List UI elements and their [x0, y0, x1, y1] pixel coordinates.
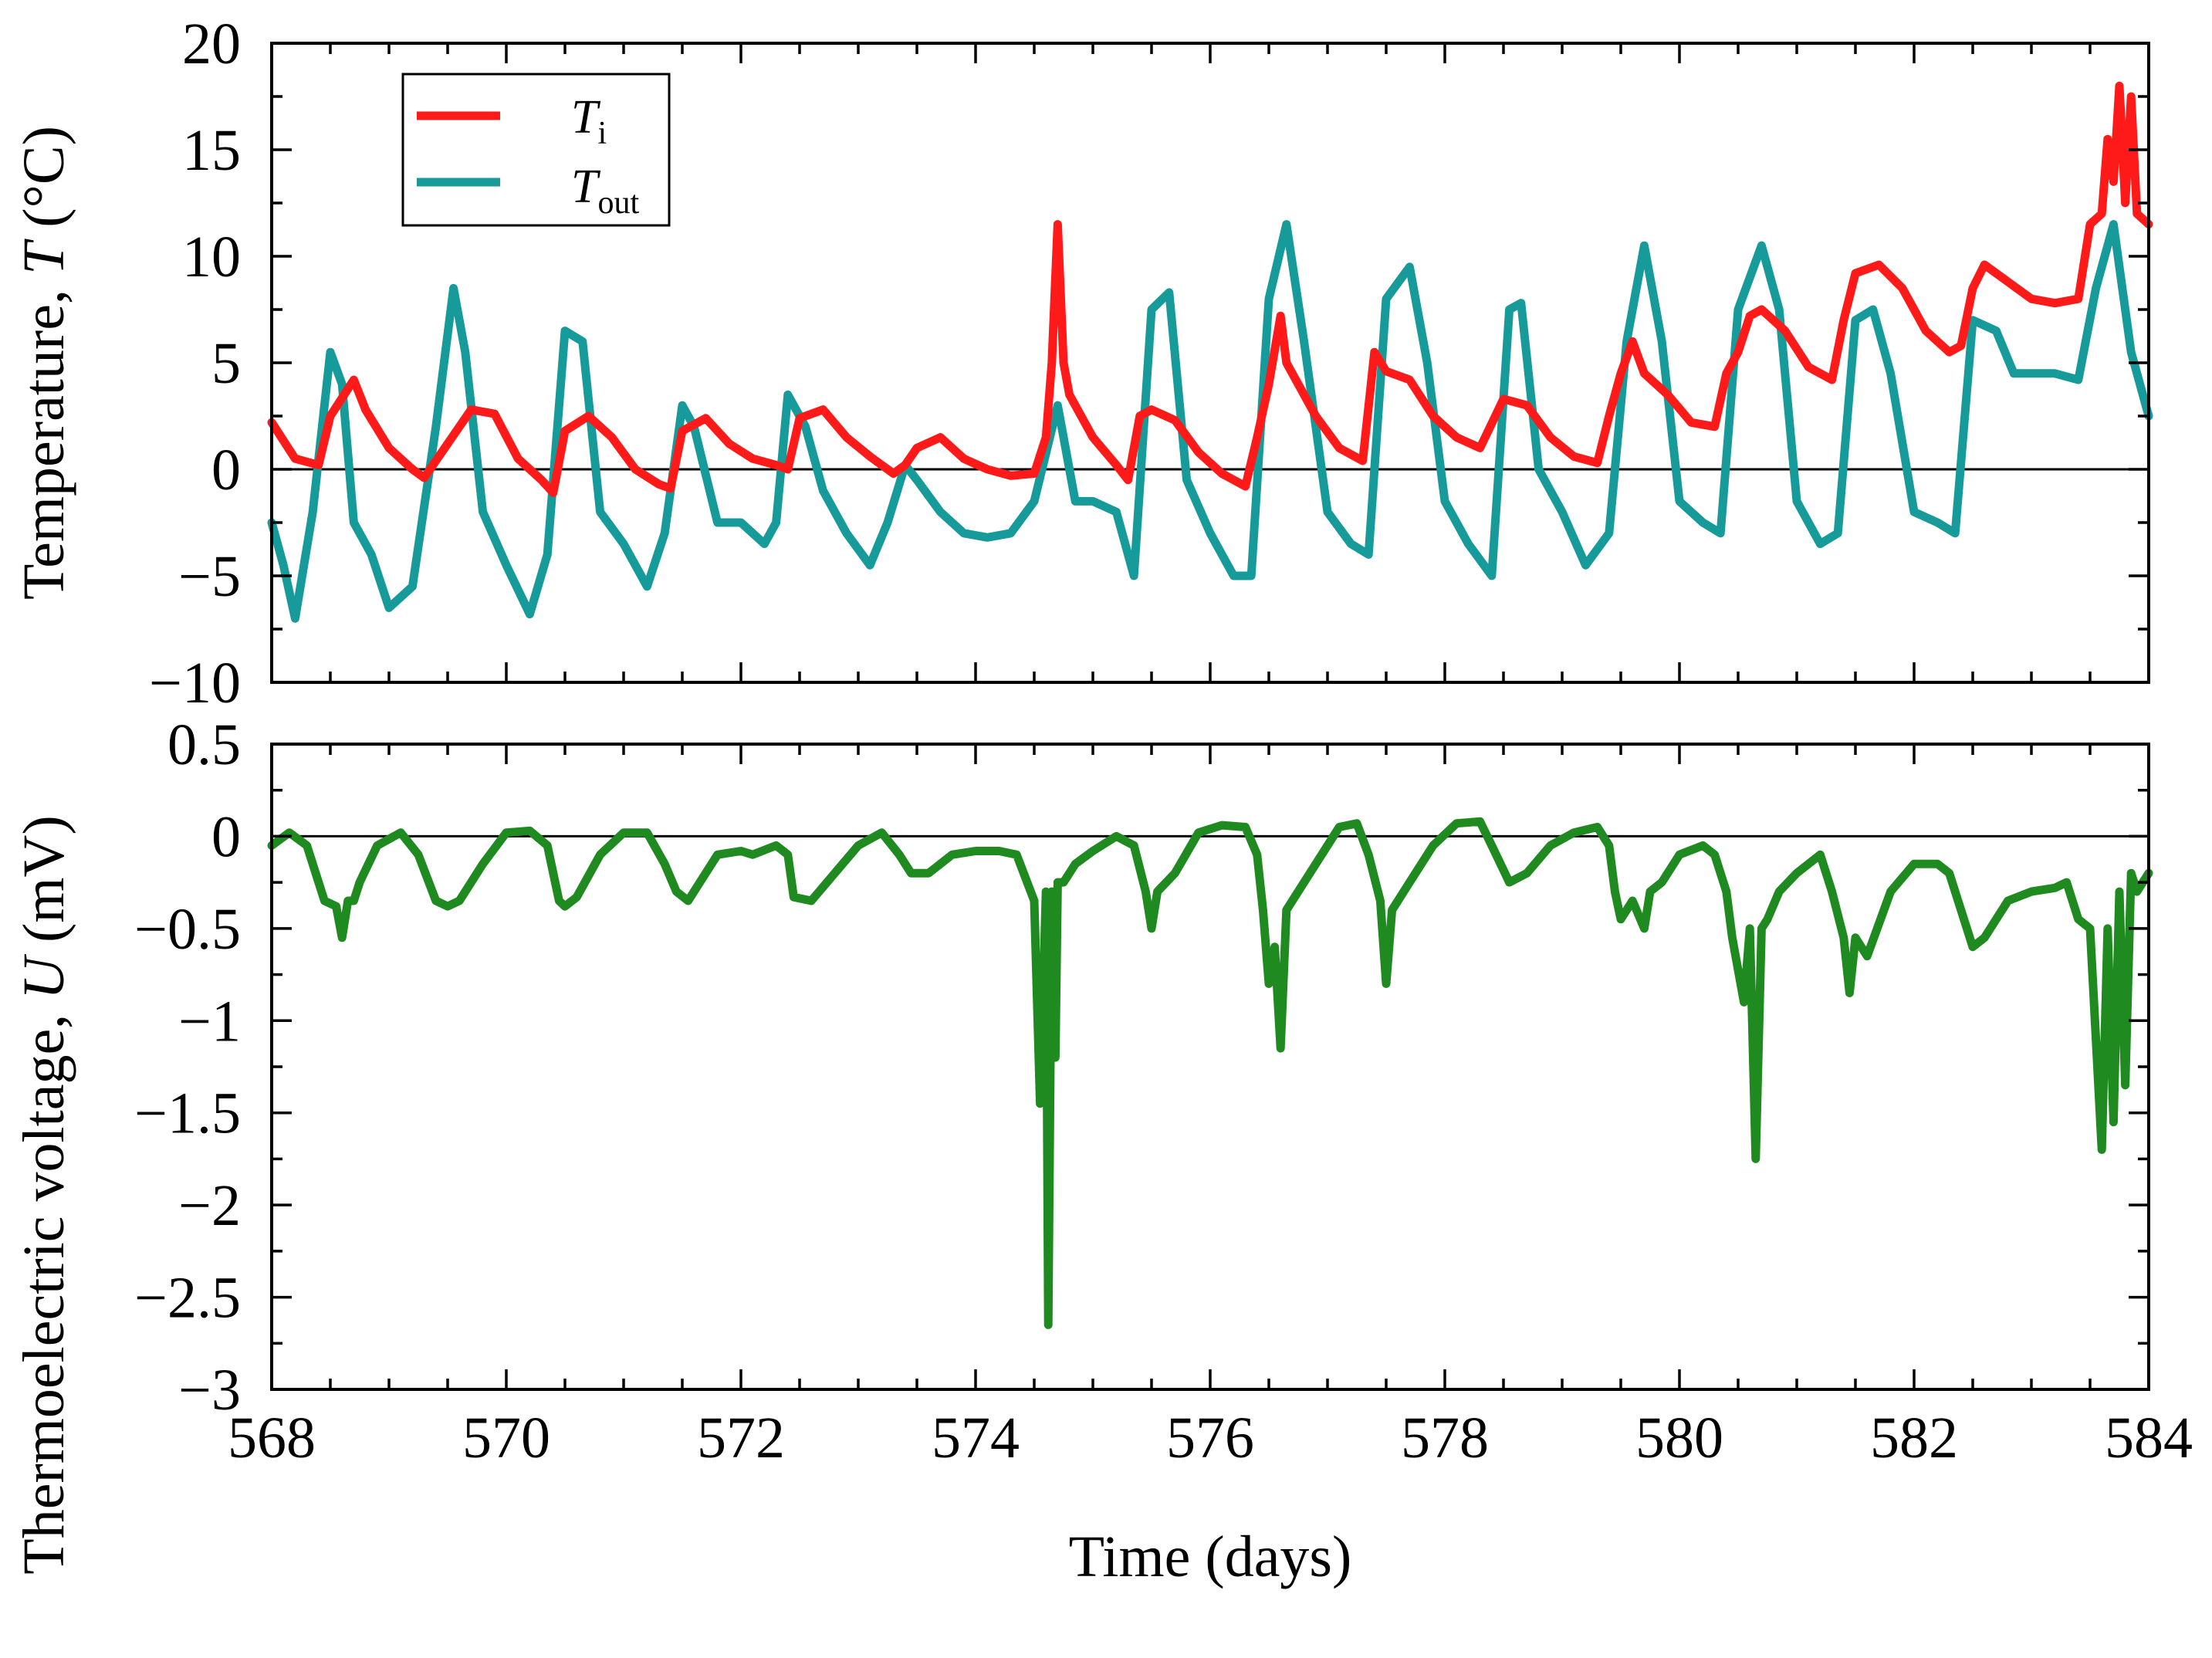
y-tick-label: 0 [211, 804, 241, 869]
x-tick-label: 582 [1870, 1406, 1958, 1470]
legend-box [401, 73, 671, 227]
x-tick-label: 576 [1166, 1406, 1254, 1470]
y-tick-label: −2 [178, 1173, 241, 1238]
voltage-series-group [267, 817, 2153, 1329]
y-tick-label: 0 [211, 438, 241, 502]
voltage-ticks-group: −3 −2.5 −2 −1.5 −1 −0.5 0 0.5 568 570 572 574 576 578… [134, 712, 2193, 1470]
temperature-ticks-group: −10 −5 0 5 10 15 20 [149, 12, 2150, 716]
series-line-tout [267, 220, 2153, 623]
y-tick-label: 0.5 [167, 712, 241, 777]
y-tick-label: −0.5 [134, 897, 241, 962]
temperature-series-group [267, 81, 2153, 623]
y-tick-label: 20 [182, 12, 241, 76]
series-line-ti [267, 81, 2153, 497]
y-tick-label: 10 [182, 225, 241, 289]
y-tick-label: −1.5 [134, 1081, 241, 1146]
y-tick-label: 15 [182, 118, 241, 183]
legend: Ti Tout [401, 73, 671, 227]
x-tick-label: 584 [2105, 1406, 2193, 1470]
voltage-y-axis-title: Thermoelectric voltage, U (mV) [12, 815, 76, 1574]
series-line-u [267, 817, 2153, 1329]
legend-label-tout: Tout [571, 161, 639, 221]
x-tick-label: 574 [932, 1406, 1020, 1470]
voltage-plot-frame [270, 743, 2150, 1391]
x-axis-title: Time (days) [1069, 1524, 1352, 1589]
temperature-y-axis-title: Temperature, T (°C) [12, 126, 76, 600]
y-tick-label: −3 [178, 1358, 241, 1423]
y-tick-label: −5 [178, 544, 241, 609]
y-tick-label: −2.5 [134, 1266, 241, 1331]
legend-label-ti: Ti [571, 91, 607, 151]
x-tick-label: 568 [228, 1406, 316, 1470]
y-tick-label: −10 [149, 651, 241, 716]
y-tick-label: −1 [178, 989, 241, 1054]
y-tick-label: 5 [211, 331, 241, 396]
x-tick-label: 570 [462, 1406, 550, 1470]
x-tick-label: 572 [697, 1406, 785, 1470]
temperature-panel: −10 −5 0 5 10 15 20 Temperature, T (°C) Ti Tou… [12, 12, 2153, 716]
voltage-panel: −3 −2.5 −2 −1.5 −1 −0.5 0 0.5 568 570 572 574 576 578… [12, 712, 2193, 1589]
temperature-plot-frame [270, 42, 2150, 684]
x-tick-label: 578 [1401, 1406, 1489, 1470]
x-tick-label: 580 [1635, 1406, 1723, 1470]
